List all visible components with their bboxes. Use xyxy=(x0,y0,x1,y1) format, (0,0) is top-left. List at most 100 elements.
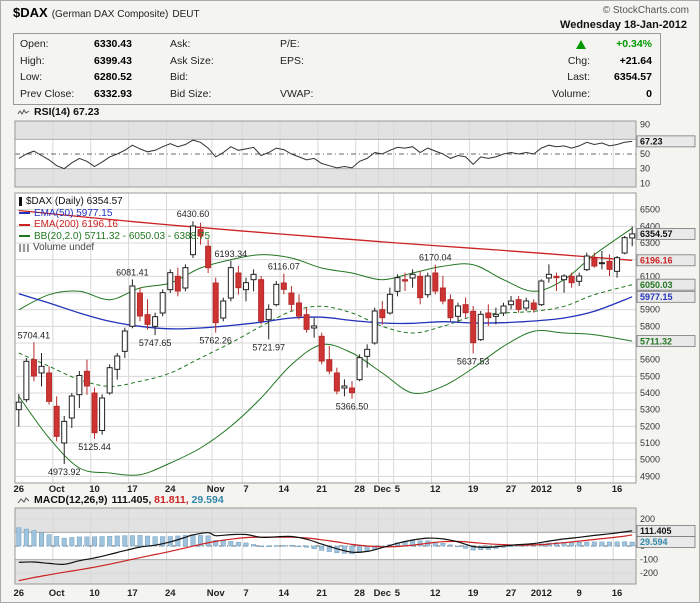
quote-row xyxy=(280,70,395,85)
quote-value: 0 xyxy=(646,87,652,100)
macd-value: 81.811, xyxy=(151,494,189,506)
macd-signal-line xyxy=(18,534,633,582)
candle-up xyxy=(311,325,318,329)
x-axis-label: 27 xyxy=(506,484,517,495)
macd-histogram-bar xyxy=(145,535,151,547)
swing-price-label: 5366.50 xyxy=(336,402,369,412)
candle-up xyxy=(265,308,272,321)
svg-text:5000: 5000 xyxy=(640,455,660,465)
macd-values: 111.405, 81.811, 29.594 xyxy=(112,494,224,506)
candle-down xyxy=(447,299,454,319)
svg-text:4900: 4900 xyxy=(640,471,660,481)
quote-column-4: +0.34% Chg: +21.64 Last: 6354.57 Volume: 0 xyxy=(395,36,652,102)
macd-line xyxy=(18,530,633,566)
candle-up xyxy=(508,300,515,306)
macd-histogram-bar xyxy=(182,535,188,547)
quote-label: Bid Size: xyxy=(170,87,212,100)
candle-down xyxy=(197,229,204,237)
quote-row: Volume: 0 xyxy=(395,86,652,101)
value-badge-label: 6050.03 xyxy=(640,280,673,290)
candle-up xyxy=(159,292,166,314)
panel-frame xyxy=(14,120,637,188)
macd-histogram-bar xyxy=(569,541,575,547)
candle-down xyxy=(417,275,424,299)
quote-value: 6280.52 xyxy=(94,71,132,84)
quote-value: 6332.93 xyxy=(94,87,132,100)
candle-up xyxy=(538,280,545,306)
svg-text:-200: -200 xyxy=(640,568,658,578)
macd-histogram-bar xyxy=(122,535,128,547)
candle-down xyxy=(295,302,302,317)
candle-up xyxy=(15,401,22,411)
macd-histogram-bar xyxy=(591,541,597,547)
quote-row: Prev Close: 6332.93 xyxy=(20,86,132,101)
rsi-line xyxy=(18,139,633,170)
macd-histogram-bar xyxy=(629,541,635,547)
x-axis-label: 24 xyxy=(165,588,176,599)
candle-down xyxy=(606,260,613,270)
x-axis-label: Oct xyxy=(49,588,66,599)
quote-column-2: Ask: Ask Size: Bid: Bid Size: xyxy=(170,36,280,102)
candle-up xyxy=(500,305,507,314)
quote-row: P/E: xyxy=(280,37,395,52)
x-axis-label: 10 xyxy=(89,484,100,495)
candle-up xyxy=(23,360,30,401)
candle-up xyxy=(129,285,136,327)
macd-histogram-bar xyxy=(69,537,75,547)
x-axis-label: 21 xyxy=(316,484,327,495)
candle-up xyxy=(68,395,75,419)
svg-text:5600: 5600 xyxy=(640,355,660,365)
quote-column-3: P/E: EPS: VWAP: xyxy=(280,36,395,102)
value-badge xyxy=(636,290,696,303)
candle-up xyxy=(477,313,484,341)
x-axis-label: Dec xyxy=(374,588,391,599)
candle-down xyxy=(326,359,333,372)
quote-row: Ask Size: xyxy=(170,53,280,68)
x-axis-label: 19 xyxy=(468,588,479,599)
legend-label: EMA(200) 6196.16 xyxy=(34,219,118,231)
svg-text:6100: 6100 xyxy=(640,271,660,281)
value-badge-label: 67.23 xyxy=(640,137,663,147)
macd-histogram-bar xyxy=(243,542,249,547)
macd-histogram-bar xyxy=(614,541,620,547)
x-axis-label: 21 xyxy=(316,588,327,599)
x-axis-label: Nov xyxy=(207,588,226,599)
x-axis-label: 27 xyxy=(506,588,517,599)
x-axis-label: 5 xyxy=(395,484,401,495)
candle-up xyxy=(242,282,249,291)
candle-down xyxy=(53,405,60,437)
x-axis-label: 7 xyxy=(243,588,248,599)
x-axis-label: 12 xyxy=(430,588,441,599)
quote-row: Bid Size: xyxy=(170,86,280,101)
candle-up xyxy=(121,330,128,352)
x-axis-label: Dec xyxy=(374,484,391,495)
macd-histogram-bar xyxy=(198,535,204,547)
quote-label: Prev Close: xyxy=(20,87,75,100)
candle-down xyxy=(379,309,386,319)
macd-histogram-bar xyxy=(175,535,181,547)
macd-histogram-bar xyxy=(76,536,82,547)
macd-histogram-bar xyxy=(606,541,612,547)
macd-histogram-bar xyxy=(205,535,211,547)
candle-up xyxy=(523,300,530,309)
quote-label: Ask: xyxy=(170,38,191,51)
candle-up xyxy=(182,267,189,289)
macd-histogram-bar xyxy=(107,535,113,547)
quote-label: Last: xyxy=(567,71,590,84)
quote-column-1: Open: 6330.43 High: 6399.43 Low: 6280.52 Prev … xyxy=(20,36,170,102)
quote-label: P/E: xyxy=(280,38,300,51)
macd-histogram-bar xyxy=(349,545,355,555)
value-badge-label: 6196.16 xyxy=(640,256,673,266)
value-badge-label: 5711.32 xyxy=(640,336,672,346)
quote-value: 6399.43 xyxy=(94,54,132,67)
quote-label: Low: xyxy=(20,71,43,84)
x-axis-label: 14 xyxy=(279,588,290,599)
bb-middle-band-line xyxy=(18,284,633,387)
macd-histogram-bar xyxy=(160,536,166,547)
candle-up xyxy=(409,273,416,279)
svg-text:5900: 5900 xyxy=(640,305,660,315)
candle-up xyxy=(273,283,280,306)
legend-item: EMA(50) 5977.15 xyxy=(19,208,210,220)
quote-row: Low: 6280.52 xyxy=(20,70,132,85)
x-axis-label: 14 xyxy=(279,484,290,495)
